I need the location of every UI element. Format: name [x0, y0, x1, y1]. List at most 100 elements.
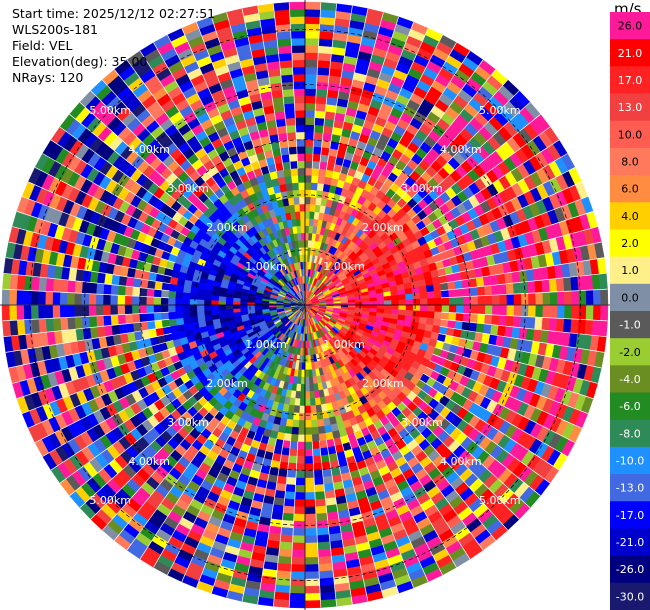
velocity-cell	[299, 398, 306, 407]
velocity-cell	[527, 316, 536, 330]
velocity-cell	[304, 600, 322, 609]
velocity-cell	[304, 95, 317, 104]
velocity-cell	[189, 316, 199, 324]
velocity-cell	[239, 304, 248, 309]
velocity-cell	[304, 592, 321, 602]
ray-separator	[415, 384, 551, 484]
start-time-label: Start time: 2025/12/12 02:27:51	[12, 6, 216, 21]
velocity-cell	[1, 304, 10, 322]
velocity-cell	[412, 292, 421, 300]
velocity-cell	[38, 318, 47, 334]
velocity-cell	[491, 314, 500, 326]
velocity-cell	[397, 288, 406, 296]
velocity-cell	[304, 492, 316, 501]
velocity-cell	[311, 167, 320, 177]
velocity-cell	[189, 298, 198, 306]
velocity-cell	[59, 279, 69, 293]
velocity-cell	[598, 320, 608, 337]
ray-separator	[439, 257, 605, 285]
velocity-cell	[154, 281, 163, 291]
velocity-cell	[210, 304, 219, 311]
velocity-cell	[16, 274, 26, 291]
velocity-cell	[132, 277, 142, 288]
velocity-cell	[419, 291, 428, 300]
velocity-cell	[369, 297, 378, 302]
velocity-cell	[556, 304, 565, 319]
velocity-cell	[584, 319, 594, 336]
velocity-cell	[420, 298, 428, 306]
velocity-cell	[293, 405, 300, 414]
velocity-cell	[468, 322, 478, 333]
velocity-cell	[284, 425, 293, 435]
velocity-cell	[307, 362, 313, 371]
velocity-cell	[592, 304, 602, 321]
velocity-cell	[304, 499, 316, 508]
velocity-cell	[304, 160, 313, 169]
velocity-cell	[118, 323, 128, 335]
velocity-cell	[290, 564, 306, 573]
velocity-cell	[30, 276, 40, 292]
velocity-cell	[273, 598, 290, 608]
velocity-cell	[95, 315, 105, 328]
velocity-cell	[273, 591, 291, 601]
velocity-cell	[23, 304, 32, 320]
instrument-label: WLS200s-181	[12, 22, 98, 37]
velocity-cell	[189, 304, 198, 312]
velocity-cell	[30, 304, 39, 320]
velocity-cell	[110, 284, 119, 296]
velocity-cell	[578, 304, 587, 320]
velocity-cell	[564, 304, 573, 320]
velocity-cell	[304, 16, 321, 25]
velocity-cell	[315, 512, 328, 522]
velocity-cell	[309, 398, 316, 407]
velocity-cell	[398, 294, 407, 301]
velocity-cell	[470, 295, 479, 306]
velocity-cell	[319, 16, 336, 26]
velocity-cell	[577, 319, 587, 335]
velocity-cell	[541, 317, 551, 331]
velocity-cell	[304, 210, 311, 219]
velocity-cell	[218, 308, 227, 315]
velocity-cell	[570, 318, 580, 334]
velocity-cell	[555, 317, 565, 333]
velocity-cell	[291, 542, 306, 551]
velocity-cell	[313, 476, 325, 486]
velocity-cell	[175, 284, 185, 293]
velocity-cell	[153, 312, 162, 322]
velocity-cell	[297, 441, 306, 450]
velocity-cell	[300, 369, 306, 378]
velocity-cell	[308, 376, 314, 385]
velocity-cell	[8, 289, 18, 306]
velocity-cells	[1, 1, 609, 609]
velocity-cell	[484, 294, 493, 306]
velocity-cell	[571, 290, 580, 306]
velocity-cell	[405, 304, 414, 311]
velocity-cell	[304, 571, 320, 580]
velocity-cell	[304, 52, 319, 61]
ray-separator	[366, 34, 443, 184]
velocity-cell	[189, 310, 198, 318]
velocity-cell	[528, 304, 537, 318]
velocity-cell	[498, 314, 507, 327]
ray-separator	[395, 406, 509, 531]
ray-separator	[339, 12, 384, 174]
velocity-cell	[316, 411, 324, 421]
velocity-cell	[37, 290, 46, 306]
velocity-cell	[369, 304, 378, 310]
velocity-cell	[153, 304, 162, 314]
velocity-cell	[534, 279, 543, 294]
velocity-cell	[427, 304, 436, 313]
velocity-cell	[296, 456, 306, 464]
velocity-cell	[304, 182, 312, 190]
velocity-cell	[419, 310, 428, 319]
velocity-cell	[59, 304, 68, 319]
velocity-cell	[563, 318, 572, 334]
velocity-cell	[154, 319, 163, 329]
velocity-cell	[433, 283, 442, 292]
velocity-cell	[210, 299, 219, 306]
velocity-cell	[434, 297, 443, 306]
info-panel: Start time: 2025/12/12 02:27:51 WLS200s-…	[12, 6, 215, 86]
velocity-cell	[81, 316, 91, 329]
velocity-cell	[203, 304, 212, 311]
velocity-cell	[404, 287, 413, 295]
